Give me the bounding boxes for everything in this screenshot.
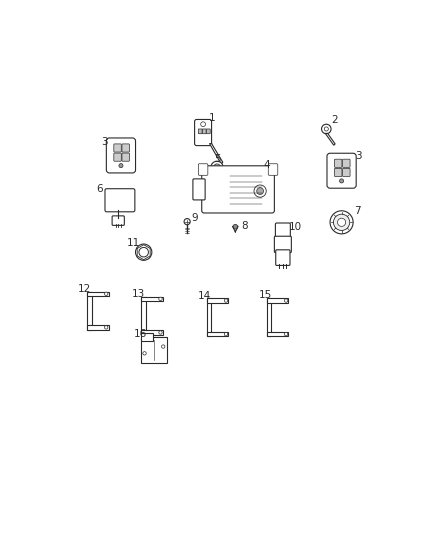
FancyBboxPatch shape	[206, 129, 210, 134]
Circle shape	[119, 164, 123, 168]
FancyBboxPatch shape	[335, 159, 342, 167]
Circle shape	[143, 352, 146, 355]
Circle shape	[159, 331, 162, 334]
FancyBboxPatch shape	[112, 216, 124, 225]
FancyBboxPatch shape	[105, 189, 135, 212]
FancyBboxPatch shape	[114, 153, 121, 161]
Circle shape	[135, 244, 152, 260]
Text: 16: 16	[134, 329, 147, 340]
FancyBboxPatch shape	[268, 164, 278, 175]
Circle shape	[201, 122, 205, 127]
Text: 7: 7	[354, 206, 361, 216]
Text: 8: 8	[241, 221, 248, 231]
Bar	[207, 298, 212, 336]
Polygon shape	[325, 133, 335, 146]
Circle shape	[257, 188, 264, 195]
Circle shape	[184, 219, 190, 225]
FancyBboxPatch shape	[327, 154, 356, 188]
Text: 3: 3	[101, 136, 107, 147]
FancyBboxPatch shape	[194, 119, 212, 146]
Text: 1: 1	[209, 113, 216, 123]
Polygon shape	[209, 143, 223, 164]
Circle shape	[162, 345, 165, 348]
Circle shape	[159, 297, 162, 301]
Bar	[267, 298, 289, 303]
FancyBboxPatch shape	[114, 144, 121, 152]
Text: 15: 15	[259, 289, 272, 300]
FancyBboxPatch shape	[122, 144, 130, 152]
Bar	[87, 292, 109, 296]
Circle shape	[214, 164, 220, 171]
Circle shape	[324, 127, 328, 131]
Bar	[87, 325, 109, 329]
Bar	[267, 332, 289, 336]
Bar	[207, 298, 228, 303]
Circle shape	[211, 161, 223, 173]
FancyBboxPatch shape	[106, 138, 135, 173]
Circle shape	[139, 247, 148, 257]
Text: 6: 6	[96, 184, 103, 195]
Text: 11: 11	[127, 238, 140, 248]
FancyBboxPatch shape	[202, 129, 206, 134]
Bar	[87, 292, 92, 329]
Bar	[207, 332, 228, 336]
Text: 5: 5	[214, 154, 220, 164]
Text: 9: 9	[191, 213, 198, 223]
FancyBboxPatch shape	[193, 179, 205, 200]
FancyBboxPatch shape	[274, 236, 291, 253]
FancyBboxPatch shape	[122, 153, 130, 161]
FancyBboxPatch shape	[343, 159, 350, 167]
Bar	[141, 337, 166, 363]
FancyBboxPatch shape	[343, 168, 350, 176]
Bar	[141, 297, 146, 335]
FancyBboxPatch shape	[276, 250, 290, 265]
Text: 3: 3	[355, 151, 362, 161]
Circle shape	[105, 292, 108, 295]
Circle shape	[254, 185, 266, 197]
Text: 10: 10	[289, 222, 302, 232]
Text: 13: 13	[132, 288, 145, 298]
Circle shape	[224, 333, 228, 336]
Bar	[267, 298, 272, 336]
Circle shape	[233, 224, 238, 229]
Circle shape	[330, 211, 353, 234]
FancyBboxPatch shape	[198, 164, 208, 175]
Bar	[141, 330, 163, 335]
FancyBboxPatch shape	[335, 168, 342, 176]
Bar	[141, 333, 152, 341]
Circle shape	[105, 326, 108, 329]
FancyBboxPatch shape	[198, 129, 202, 134]
Text: 12: 12	[78, 284, 91, 294]
Text: 14: 14	[198, 290, 211, 301]
Circle shape	[321, 124, 331, 134]
Text: 4: 4	[264, 160, 271, 170]
Circle shape	[284, 299, 288, 302]
FancyBboxPatch shape	[276, 223, 290, 239]
Circle shape	[338, 218, 346, 227]
Circle shape	[333, 214, 350, 230]
FancyBboxPatch shape	[202, 166, 274, 213]
Circle shape	[224, 299, 228, 302]
Bar	[141, 297, 163, 301]
Circle shape	[339, 179, 344, 183]
Circle shape	[284, 333, 288, 336]
Text: 2: 2	[332, 116, 338, 125]
